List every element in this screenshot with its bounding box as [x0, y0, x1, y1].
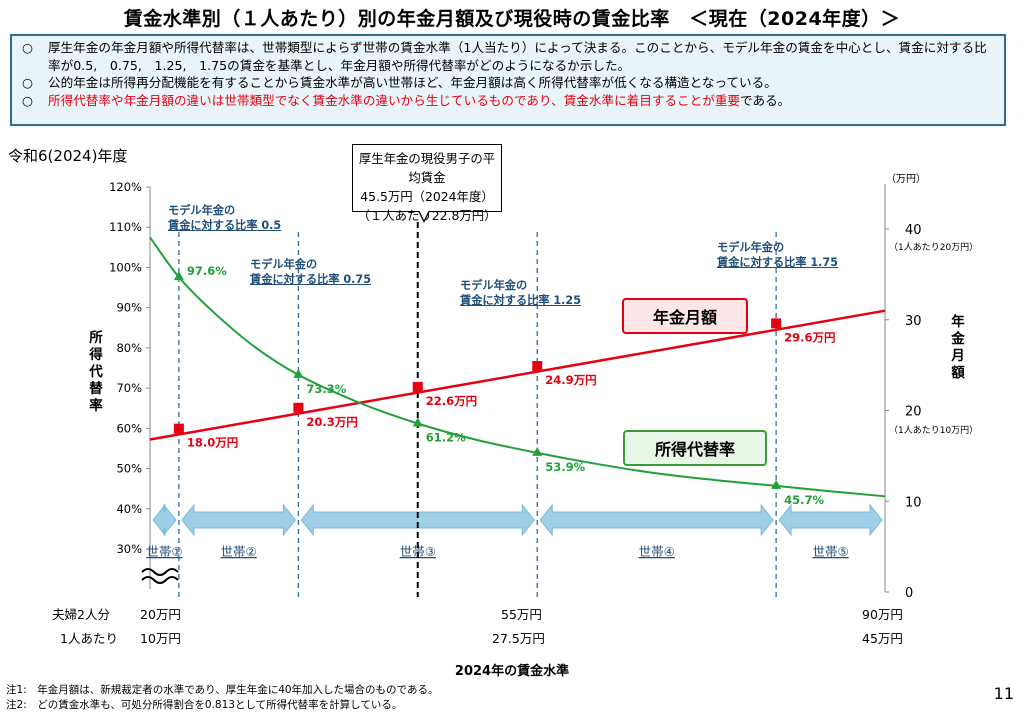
left-tick-label: 90% — [116, 301, 142, 315]
pension-point — [293, 402, 304, 413]
x-axis-caption: 2024年の賃金水準 — [454, 664, 570, 679]
rate-point-label: 61.2% — [426, 431, 466, 445]
rate-point — [293, 368, 304, 378]
couple-tick-mid: 55万円 — [501, 607, 542, 622]
summary-item: ○ 公的年金は所得再分配機能を有することから賃金水準が高い世帯ほど、年金月額は高… — [22, 74, 994, 92]
household-label: 世帯② — [221, 544, 257, 559]
left-tick-label: 100% — [109, 260, 142, 274]
single-row-label: 1人あたり — [60, 631, 118, 646]
left-tick-label: 50% — [116, 462, 142, 476]
rate-point-label: 73.3% — [306, 382, 346, 396]
household-label: 世帯⑤ — [812, 544, 848, 559]
ratio-label-line: 賃金に対する比率 0.75 — [250, 273, 371, 286]
summary-emphasis: 所得代替率や年金月額の違いは世帯類型でなく賃金水準の違いから生じているものであり… — [48, 92, 741, 108]
left-axis-title: 所得代替率 — [89, 330, 103, 414]
axis-break-mark — [141, 576, 179, 584]
summary-item: ○ 所得代替率や年金月額の違いは世帯類型でなく賃金水準の違いから生じているもので… — [22, 92, 994, 110]
household-label: 世帯③ — [400, 544, 436, 559]
pension-point — [532, 361, 543, 372]
right-tick-label: 20 — [905, 405, 922, 420]
pension-point-label: 29.6万円 — [784, 330, 835, 344]
pension-point — [771, 318, 782, 329]
left-tick-label: 60% — [116, 421, 142, 435]
household-arrow — [300, 503, 535, 537]
pension-series-tag: 年金月額 — [622, 298, 748, 334]
pension-point — [412, 381, 423, 392]
rate-point — [173, 271, 184, 281]
ratio-label-0-5: モデル年金の 賃金に対する比率 0.5 — [168, 203, 281, 233]
summary-text: 所得代替率や年金月額の違いは世帯類型でなく賃金水準の違いから生じているものであり… — [48, 92, 994, 110]
right-tick-label: 40 — [905, 223, 922, 238]
household-arrow — [181, 503, 297, 537]
rate-series-line — [149, 236, 886, 498]
bullet-mark: ○ — [22, 75, 33, 90]
rate-point-label: 45.7% — [784, 493, 824, 507]
footnote-1: 注1: 年金月額は、新規裁定者の水準であり、厚生年金に40年加入した場合のもので… — [6, 684, 439, 696]
callout-pointer-fill — [419, 210, 429, 220]
summary-text: 厚生年金の年金月額や所得代替率は、世帯類型によらず世帯の賃金水準（1人当たり）に… — [48, 40, 987, 73]
ratio-label-line: 賃金に対する比率 1.25 — [460, 294, 581, 307]
ratio-label-1-75: モデル年金の 賃金に対する比率 1.75 — [717, 240, 838, 270]
household-arrow — [152, 503, 177, 537]
couple-tick-min: 20万円 — [140, 607, 181, 622]
pension-series-line — [149, 309, 886, 441]
left-tick-label: 70% — [116, 381, 142, 395]
right-axis-note-40: （1人あたり20万円） — [889, 243, 979, 253]
right-axis-note-20: （1人あたり10万円） — [889, 426, 979, 436]
household-arrow — [539, 503, 774, 537]
couple-row-label: 夫婦2人分 — [52, 607, 110, 622]
left-tick-label: 40% — [116, 502, 142, 516]
pension-point-label: 20.3万円 — [306, 415, 357, 429]
single-tick-max: 45万円 — [862, 631, 903, 646]
ratio-label-0-75: モデル年金の 賃金に対する比率 0.75 — [250, 257, 371, 287]
summary-text: 公的年金は所得再分配機能を有することから賃金水準が高い世帯ほど、年金月額は高く所… — [48, 75, 777, 90]
left-tick-label: 120% — [109, 180, 142, 194]
rate-point — [532, 446, 543, 456]
average-wage-callout: 厚生年金の現役男子の平均賃金 45.5万円（2024年度） （１人あたり22.8… — [352, 144, 502, 223]
page-number: 11 — [993, 684, 1014, 703]
bullet-mark: ○ — [22, 92, 33, 108]
ratio-label-1-25: モデル年金の 賃金に対する比率 1.25 — [460, 278, 581, 308]
year-label: 令和6(2024)年度 — [8, 147, 128, 165]
pension-point-label: 18.0万円 — [187, 436, 238, 450]
household-arrow — [778, 503, 883, 537]
bullet-mark: ○ — [22, 40, 33, 55]
right-tick-label: 30 — [905, 314, 922, 329]
summary-tail: である。 — [740, 92, 791, 108]
pension-point-label: 24.9万円 — [545, 373, 596, 387]
ratio-label-line: モデル年金の — [168, 204, 236, 217]
left-tick-label: 30% — [116, 542, 142, 556]
household-label: 世帯④ — [639, 544, 675, 559]
couple-tick-max: 90万円 — [862, 607, 903, 622]
summary-box: ○ 厚生年金の年金月額や所得代替率は、世帯類型によらず世帯の賃金水準（1人当たり… — [10, 34, 1006, 126]
pension-point — [173, 423, 184, 434]
rate-point-label: 97.6% — [187, 264, 227, 278]
single-tick-min: 10万円 — [140, 631, 181, 646]
household-label: 世帯① — [146, 544, 182, 559]
single-tick-mid: 27.5万円 — [492, 631, 545, 646]
callout-line: 厚生年金の現役男子の平均賃金 — [358, 151, 496, 185]
ratio-label-line: モデル年金の — [717, 241, 785, 254]
footnote-2: 注2: どの賃金水準も、可処分所得割合を0.813として所得代替率を計算している… — [6, 699, 403, 711]
rate-point-label: 53.9% — [545, 460, 585, 474]
ratio-label-line: 賃金に対する比率 1.75 — [717, 256, 838, 269]
pension-point-label: 22.6万円 — [426, 394, 477, 408]
ratio-label-line: 賃金に対する比率 0.5 — [168, 219, 282, 232]
right-tick-label: 0 — [905, 586, 913, 601]
rate-series-tag: 所得代替率 — [623, 430, 767, 466]
rate-point — [771, 479, 782, 489]
summary-item: ○ 厚生年金の年金月額や所得代替率は、世帯類型によらず世帯の賃金水準（1人当たり… — [22, 39, 994, 74]
callout-line: 45.5万円（2024年度） — [360, 189, 494, 204]
rate-point — [412, 417, 423, 427]
right-tick-label: 10 — [905, 495, 922, 510]
ratio-label-line: モデル年金の — [460, 279, 528, 292]
left-tick-label: 80% — [116, 341, 142, 355]
page-title: 賃金水準別（１人あたり）別の年金月額及び現役時の賃金比率 ＜現在（2024年度）… — [123, 8, 901, 30]
left-tick-label: 110% — [109, 220, 142, 234]
axis-break-mark — [141, 568, 179, 576]
right-axis-unit: （万円） — [886, 174, 926, 185]
right-axis-title: 年金月額 — [951, 314, 965, 381]
ratio-label-line: モデル年金の — [250, 258, 318, 271]
